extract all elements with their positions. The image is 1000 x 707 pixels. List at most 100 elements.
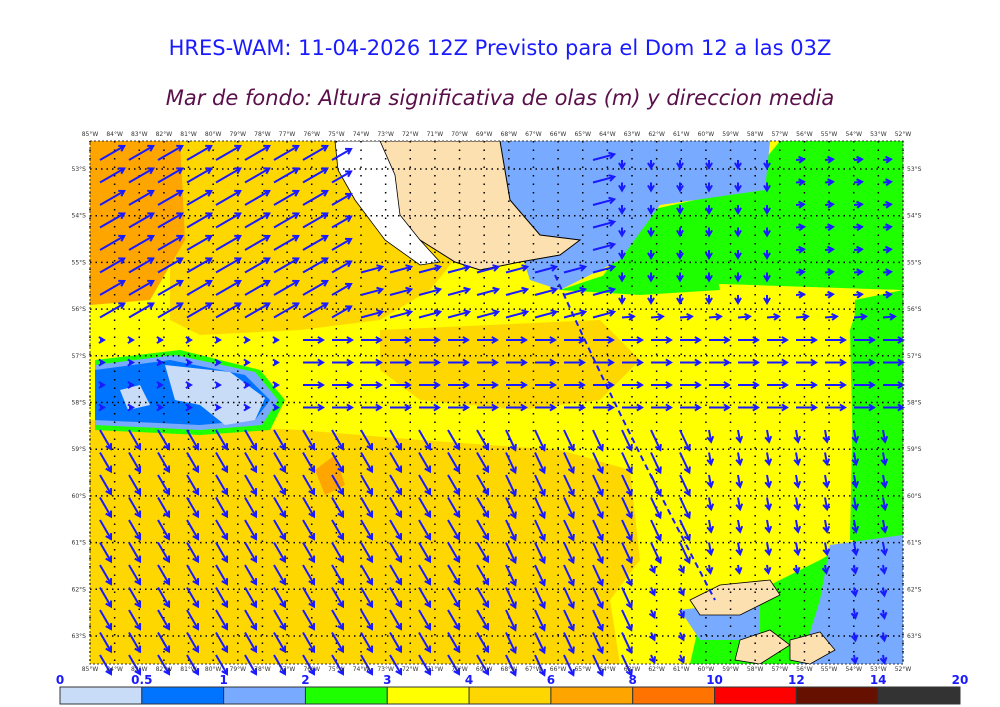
- wave-arrow: [621, 587, 633, 610]
- wave-arrow: [186, 144, 213, 161]
- wave-arrow: [851, 474, 860, 489]
- arrow-shaft: [476, 609, 489, 630]
- wave-arrow: [618, 250, 626, 260]
- arrow-shaft: [418, 519, 431, 540]
- arrow-head: [214, 381, 222, 389]
- arrow-shaft: [534, 519, 546, 541]
- arrow-head: [434, 264, 443, 272]
- wave-arrow: [331, 260, 353, 274]
- arrow-head: [433, 336, 441, 344]
- arrow-head: [156, 358, 164, 367]
- wave-arrow: [763, 227, 771, 238]
- arrow-head: [279, 645, 287, 654]
- arrow-shaft: [331, 451, 344, 473]
- arrow-head: [625, 488, 633, 497]
- arrow-shaft: [534, 564, 546, 586]
- wave-arrow: [676, 272, 684, 283]
- arrow-head: [127, 403, 135, 412]
- wave-arrow: [880, 474, 889, 489]
- arrow-head: [221, 555, 229, 564]
- arrow-head: [567, 578, 575, 587]
- arrow-head: [375, 358, 383, 367]
- wave-arrow: [244, 474, 258, 496]
- arrow-shaft: [157, 212, 183, 229]
- wave-arrow: [592, 542, 604, 565]
- arrow-head: [763, 229, 771, 238]
- wave-arrow: [592, 309, 617, 319]
- arrow-head: [321, 189, 329, 197]
- wave-arrow: [389, 474, 403, 496]
- wave-arrow: [186, 429, 200, 451]
- wave-arrow: [592, 609, 604, 632]
- wave-arrow: [418, 286, 443, 296]
- arrow-shaft: [621, 609, 633, 631]
- arrow-shaft: [679, 474, 691, 496]
- wave-arrow: [705, 182, 713, 193]
- arrow-head: [676, 297, 684, 305]
- wave-arrow: [793, 519, 802, 534]
- arrow-head: [424, 600, 432, 609]
- wave-arrow: [360, 654, 374, 676]
- wave-arrow: [273, 541, 287, 564]
- arrow-head: [860, 312, 868, 321]
- arrow-shaft: [157, 609, 170, 630]
- arrow-head: [366, 555, 374, 564]
- wave-arrow: [360, 586, 374, 609]
- arrow-shaft: [766, 497, 771, 510]
- wave-arrow: [418, 586, 432, 609]
- arrow-head: [424, 488, 432, 496]
- latitude-label: 58°S: [72, 400, 87, 407]
- arrow-head: [118, 302, 126, 310]
- wave-arrow: [506, 358, 528, 367]
- arrow-head: [810, 358, 818, 367]
- longitude-label: 85°W: [82, 131, 99, 138]
- arrow-shaft: [302, 519, 315, 540]
- arrow-head: [538, 601, 546, 610]
- wave-arrow: [390, 358, 412, 367]
- arrow-head: [839, 336, 847, 344]
- arrow-shaft: [621, 564, 633, 586]
- arrow-head: [734, 184, 742, 193]
- wave-arrow: [854, 358, 876, 367]
- wave-arrow: [795, 178, 806, 187]
- arrow-head: [734, 566, 743, 575]
- arrow-shaft: [99, 451, 112, 473]
- arrow-head: [734, 252, 742, 260]
- arrow-shaft: [302, 145, 328, 161]
- wave-arrow: [563, 286, 588, 296]
- arrow-shaft: [824, 542, 829, 555]
- wave-arrow: [850, 609, 859, 620]
- wave-arrow: [822, 429, 831, 444]
- arrow-shaft: [157, 302, 183, 319]
- arrow-head: [839, 358, 847, 367]
- arrow-head: [735, 458, 744, 467]
- wave-arrow: [796, 381, 818, 389]
- arrow-shaft: [128, 496, 141, 518]
- wave-arrow: [273, 586, 287, 609]
- arrow-shaft: [824, 429, 829, 442]
- arrow-shaft: [882, 497, 887, 510]
- arrow-head: [509, 601, 517, 610]
- wave-arrow: [563, 609, 575, 632]
- wave-arrow: [157, 144, 184, 161]
- arrow-shaft: [389, 586, 402, 608]
- wave-arrow: [360, 496, 374, 519]
- arrow-shaft: [244, 631, 257, 653]
- arrow-head: [292, 212, 300, 220]
- arrow-head: [118, 167, 126, 175]
- arrow-head: [308, 465, 316, 474]
- arrow-head: [346, 336, 354, 344]
- arrow-shaft: [302, 609, 315, 630]
- arrow-shaft: [679, 519, 691, 541]
- arrow-head: [850, 589, 859, 598]
- arrow-shaft: [795, 452, 800, 465]
- latitude-label: 57°S: [72, 353, 87, 360]
- wave-arrow: [795, 290, 806, 299]
- wave-arrow: [647, 182, 655, 193]
- arrow-shaft: [505, 288, 528, 296]
- arrow-shaft: [99, 654, 112, 675]
- arrow-head: [163, 533, 171, 541]
- arrow-head: [453, 645, 461, 654]
- arrow-head: [676, 207, 684, 215]
- wave-arrow: [389, 586, 403, 609]
